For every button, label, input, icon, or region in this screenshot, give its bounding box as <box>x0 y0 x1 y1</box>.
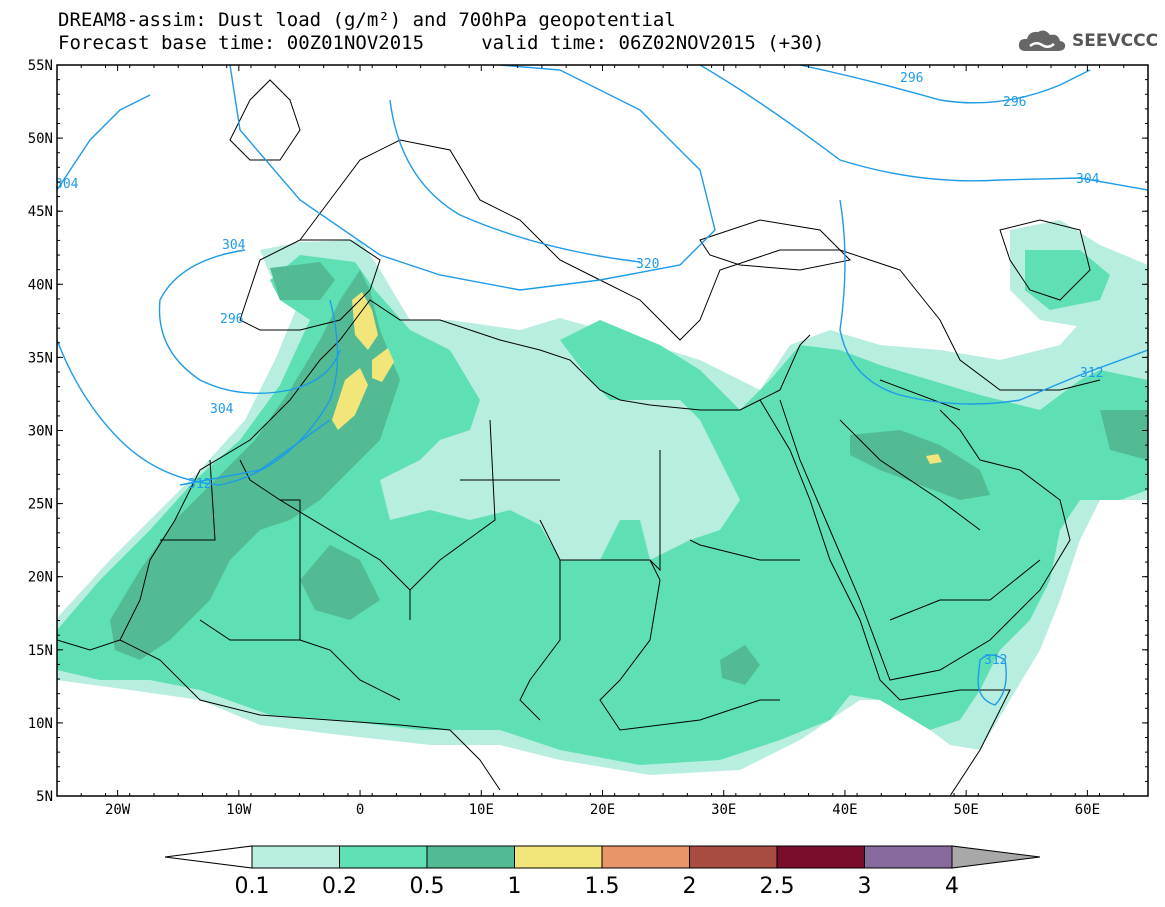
coastline-europe <box>299 139 1101 391</box>
longitude-label: 30E <box>711 802 736 818</box>
geopotential-contour-labels: 304 304 296 304 312 320 296 296 304 312 … <box>55 71 1103 668</box>
colorbar-over-triangle <box>951 845 1041 869</box>
colorbar: 0.1 0.2 0.5 1 1.5 2 2.5 3 4 <box>164 845 1041 899</box>
longitude-label: 10W <box>226 802 252 818</box>
dust-level-1-area <box>926 454 942 464</box>
latitude-label: 25N <box>28 497 53 513</box>
seevccc-logo: SEEVCCC <box>1016 26 1158 56</box>
coastline-iberia <box>239 239 381 331</box>
dust-level-0-5-area <box>1100 410 1148 460</box>
contour-label: 312 <box>188 477 211 492</box>
dust-level-1-area <box>352 292 378 350</box>
colorbar-level-label: 0.2 <box>322 874 357 899</box>
colorbar-swatch <box>601 845 690 869</box>
map-title-line-1: DREAM8-assim: Dust load (g/m²) and 700hP… <box>58 9 676 31</box>
contour-label: 312 <box>1080 366 1103 381</box>
contour-304-atlantic <box>57 94 151 191</box>
contour-label: 304 <box>222 238 246 253</box>
colorbar-swatch <box>426 845 515 869</box>
colorbar-level-label: 0.1 <box>235 874 270 899</box>
contour-label: 296 <box>220 312 243 327</box>
latitude-label: 40N <box>28 277 53 293</box>
logo-text: SEEVCCC <box>1072 31 1159 51</box>
dust-level-0-5-area <box>850 430 990 500</box>
latitude-label: 30N <box>28 424 53 440</box>
contour-304-east <box>699 65 1148 191</box>
coastline-horn-of-africa <box>899 689 1011 796</box>
longitude-label: 40E <box>832 802 857 818</box>
colorbar-swatch <box>251 845 340 869</box>
coastline-black-sea <box>699 219 852 271</box>
colorbar-level-label: 1 <box>508 874 522 899</box>
colorbar-swatch <box>689 845 778 869</box>
latitude-label: 45N <box>28 204 53 220</box>
colorbar-level-label: 0.5 <box>410 874 445 899</box>
colorbar-level-label: 2.5 <box>760 874 795 899</box>
dust-level-1-area <box>372 348 394 382</box>
longitude-labels: 20W 10W 0 10E 20E 30E 40E 50E 60E <box>105 802 1100 818</box>
longitude-label: 0 <box>356 802 364 818</box>
latitude-label: 55N <box>28 58 53 74</box>
map-title-line-2: Forecast base time: 00Z01NOV2015 valid t… <box>58 32 825 54</box>
contour-296-low <box>158 249 341 394</box>
contour-320-inner <box>389 99 641 263</box>
colorbar-level-label: 2 <box>683 874 697 899</box>
contour-304-low <box>57 299 339 486</box>
coastline-red-sea <box>759 399 901 701</box>
longitude-label: 20W <box>105 802 131 818</box>
coastline-caspian <box>999 219 1091 301</box>
coastlines-and-borders <box>57 79 1101 796</box>
latitude-label: 35N <box>28 350 53 366</box>
contour-296-north <box>799 65 1091 104</box>
coastline-uk <box>229 79 301 161</box>
longitude-label: 20E <box>590 802 615 818</box>
colorbar-swatch <box>864 845 953 869</box>
dust-level-0-5-area <box>300 545 380 620</box>
dust-load-field <box>57 220 1148 775</box>
colorbar-swatch <box>339 845 428 869</box>
colorbar-level-label: 3 <box>858 874 872 899</box>
latitude-label: 15N <box>28 643 53 659</box>
contour-312-horn <box>977 654 1007 706</box>
contour-label: 296 <box>900 71 923 86</box>
contour-label: 304 <box>210 402 234 417</box>
contour-label: 304 <box>55 177 79 192</box>
colorbar-swatch <box>514 845 603 869</box>
contour-label: 296 <box>1003 95 1026 110</box>
longitude-label: 50E <box>954 802 979 818</box>
contour-312 <box>179 419 331 486</box>
colorbar-level-label: 1.5 <box>585 874 620 899</box>
coastline-arabia <box>779 399 1071 681</box>
dust-level-0-5-area <box>110 270 400 660</box>
dust-level-1-area <box>332 368 368 430</box>
longitude-label: 10E <box>469 802 494 818</box>
contour-label: 320 <box>636 257 659 272</box>
longitude-label: 60E <box>1075 802 1100 818</box>
geopotential-contours <box>57 65 1148 706</box>
contour-320 <box>229 65 716 291</box>
latitude-label: 50N <box>28 131 53 147</box>
latitude-label: 20N <box>28 570 53 586</box>
colorbar-level-label: 4 <box>945 874 959 899</box>
latitude-label: 5N <box>36 789 53 805</box>
dust-level-0-5-area <box>720 645 760 685</box>
contour-312-east <box>839 199 1148 405</box>
country-borders <box>160 379 1041 731</box>
axis-ticks <box>56 64 1149 797</box>
contour-label: 304 <box>1076 172 1100 187</box>
colorbar-swatch <box>776 845 865 869</box>
latitude-label: 10N <box>28 716 53 732</box>
latitude-labels: 55N 50N 45N 40N 35N 30N 25N 20N 15N 10N 5N <box>28 58 53 805</box>
contour-label: 312 <box>984 653 1007 668</box>
colorbar-under-triangle <box>164 845 253 869</box>
coastline-gulf-of-guinea <box>119 639 501 791</box>
dust-level-0-5-area <box>270 262 335 300</box>
cloud-icon <box>1018 30 1066 51</box>
